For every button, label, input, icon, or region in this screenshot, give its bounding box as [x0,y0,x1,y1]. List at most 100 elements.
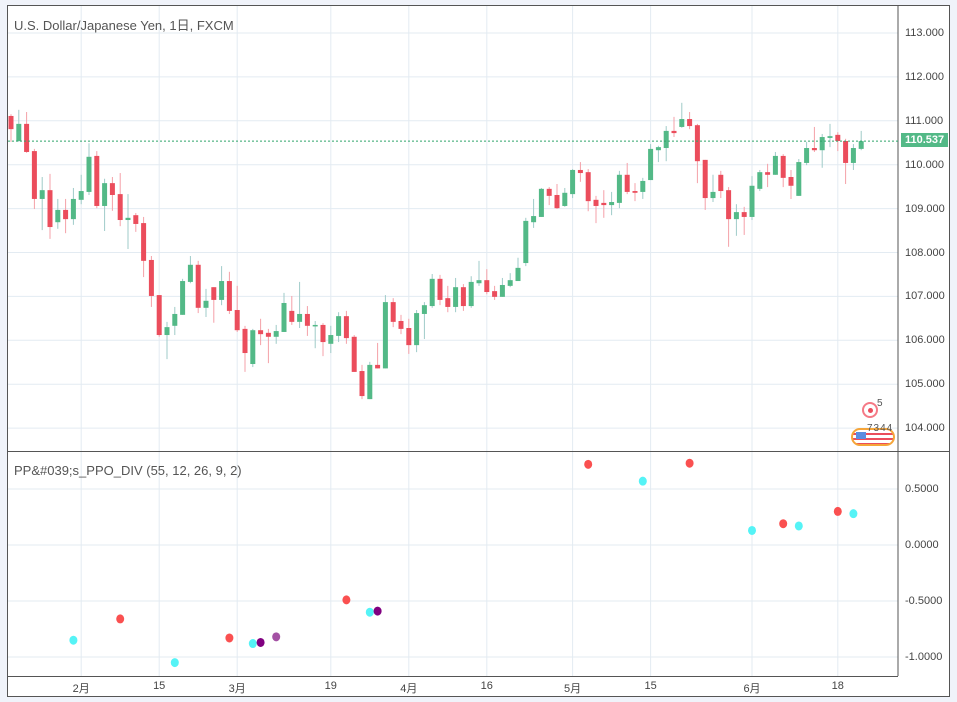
candle-up [858,141,864,149]
candle-down [63,209,69,220]
candle-up [16,123,22,141]
indicator-title[interactable]: PP&#039;s_PPO_DIV (55, 12, 26, 9, 2) [14,463,242,478]
indicator-dot-cyan [849,509,858,519]
candle-up [468,281,474,307]
price-axis-tick: 109.000 [905,202,945,215]
candle-down [47,190,53,228]
candle-down [226,281,232,311]
time-axis-tick: 18 [831,680,844,692]
price-axis-tick: 113.000 [905,27,944,39]
candle-up [648,148,654,181]
candle-up [336,316,342,336]
indicator-dot-cyan [638,476,647,486]
candle-up [250,330,256,365]
candle-up [476,280,482,284]
candle-up [187,264,193,282]
candle-down [343,316,349,339]
candle-up [164,327,170,336]
candle-down [811,148,817,151]
candle-down [8,115,14,130]
candle-up [281,302,287,332]
candle-up [507,280,513,286]
candle-up [640,180,646,192]
candle-down [148,259,154,296]
candle-down [741,212,747,217]
candle-up [312,324,318,327]
indicator-dot-cyan [69,635,78,645]
candle-up [429,278,435,307]
earnings-event-icon[interactable] [862,402,878,418]
candle-down [593,199,599,206]
candle-up [850,148,856,163]
candle-down [585,172,591,202]
candle-up [710,191,716,199]
candle-down [375,364,381,369]
candle-up [414,313,420,346]
grid [8,6,898,676]
indicator-dot-red [116,614,125,624]
candle-down [492,291,498,297]
candle-down [702,159,708,199]
time-axis-tick: 4月 [400,683,418,695]
indicator-dot-cyan [170,658,179,668]
candle-down [484,280,490,293]
candle-up [538,188,544,217]
earnings-count: 5 [877,398,883,409]
candle-up [499,284,505,297]
candle-down [445,298,451,307]
candle-up [55,209,61,223]
candle-down [843,140,849,163]
candle-up [382,302,388,369]
candle-down [133,215,139,224]
chart-title: U.S. Dollar/Japanese Yen, 1日, FXCM [14,18,234,33]
candle-up [679,119,685,127]
candle-up [39,190,45,199]
candle-up [125,217,131,221]
candle-up [515,267,521,282]
indicator-dot-purple [373,606,382,616]
candle-down [406,328,412,346]
candle-up [180,281,186,315]
candle-down [156,295,162,336]
indicator-axis-tick: -0.5000 [905,595,943,607]
candle-down [31,151,37,199]
candle-down [117,194,123,221]
candle-down [601,202,607,206]
candle-down [624,174,630,192]
time-axis-tick: 16 [480,680,493,692]
time-axis-tick: 15 [644,680,657,692]
candle-up [663,130,669,149]
last-price-label: 110.537 [901,133,949,147]
candle-down [726,190,732,220]
price-axis-tick: 105.000 [905,378,945,391]
candle-up [172,313,178,326]
indicator-dot-red [225,633,234,643]
indicator-dot-cyan [794,521,803,531]
candle-down [437,278,443,300]
dividends-flag-icon[interactable] [851,428,895,446]
time-axis-tick: 19 [324,680,337,692]
candle-up [757,172,763,189]
candle-up [102,183,108,206]
candle-up [328,335,334,344]
candle-up [86,156,92,192]
candle-up [367,364,373,400]
indicator-dot-cyan [248,639,257,649]
price-axis-tick: 111.000 [905,114,944,127]
candle-up [570,169,576,195]
candle-down [398,320,404,329]
candle-down [780,155,786,178]
candle-down [265,332,271,337]
indicator-dot-cyan [748,525,756,535]
candle-up [609,202,615,206]
indicator-axis-tick: 0.0000 [905,539,939,551]
candle-up [796,162,802,196]
candle-up [562,192,568,206]
indicator-dot-red [584,459,593,469]
indicator-dot-purple [256,637,265,647]
candle-up [297,313,303,322]
price-axis-tick: 107.000 [905,290,945,303]
candle-down [141,223,147,261]
candle-up [78,191,84,200]
